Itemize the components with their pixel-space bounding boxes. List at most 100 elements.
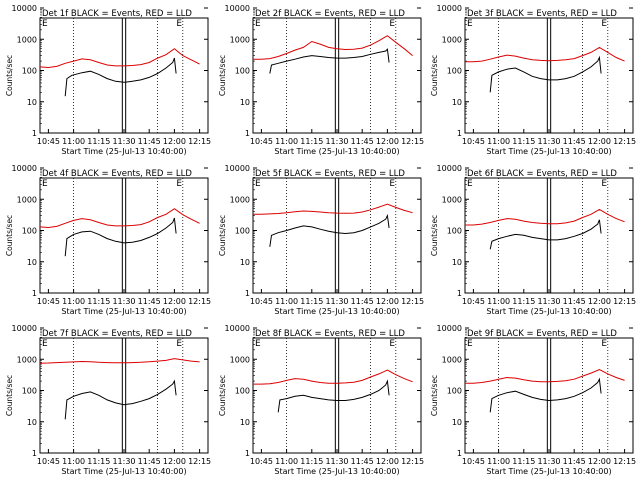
x-tick-label: 11:00 xyxy=(275,137,298,146)
x-tick-label: 12:15 xyxy=(401,297,424,306)
y-tick-label: 100 xyxy=(447,227,462,236)
y-tick-label: 100 xyxy=(235,387,250,396)
lld-series-line xyxy=(39,48,200,69)
y-axis-label: Counts/sec xyxy=(5,55,14,96)
x-tick-label: 11:45 xyxy=(138,457,161,466)
x-tick-label: 10:45 xyxy=(250,457,273,466)
x-tick-label: 11:30 xyxy=(537,137,560,146)
x-axis-label: Start Time (25-Jul-13 10:40:00) xyxy=(274,147,399,156)
y-tick-label: 10 xyxy=(240,98,250,107)
lld-series-line xyxy=(253,369,413,385)
event-marker-label: E xyxy=(176,339,182,349)
events-series-line xyxy=(277,379,390,413)
y-tick-label: 10 xyxy=(240,418,250,427)
x-tick-label: 11:45 xyxy=(563,457,586,466)
panel-title: Det 8f BLACK = Events, RED = LLD xyxy=(255,329,405,339)
lld-series-line xyxy=(39,358,200,364)
events-series-line xyxy=(64,379,177,420)
x-tick-label: 12:15 xyxy=(188,297,211,306)
x-tick-label: 11:15 xyxy=(300,457,323,466)
events-series-line xyxy=(489,377,602,413)
y-tick-label: 100 xyxy=(22,67,37,76)
x-tick-label: 12:00 xyxy=(376,457,399,466)
y-tick-label: 1000 xyxy=(442,195,462,204)
y-tick-label: 1 xyxy=(32,289,37,298)
x-tick-label: 11:15 xyxy=(87,297,110,306)
x-axis-label: Start Time (25-Jul-13 10:40:00) xyxy=(486,467,611,476)
y-axis-label: Counts/sec xyxy=(5,375,14,416)
x-tick-label: 11:00 xyxy=(487,137,510,146)
event-marker-label: E xyxy=(42,179,48,189)
event-marker-label: E xyxy=(389,19,395,29)
x-tick-label: 10:45 xyxy=(250,137,273,146)
event-marker-label: E xyxy=(601,19,607,29)
x-tick-label: 11:45 xyxy=(563,137,586,146)
y-tick-label: 1000 xyxy=(230,195,250,204)
x-tick-label: 12:15 xyxy=(613,137,636,146)
events-series-line xyxy=(64,57,177,97)
event-marker-label: E xyxy=(42,339,48,349)
x-tick-label: 10:45 xyxy=(462,457,485,466)
x-tick-label: 12:00 xyxy=(376,137,399,146)
x-axis-label: Start Time (25-Jul-13 10:40:00) xyxy=(486,307,611,316)
x-tick-label: 10:45 xyxy=(37,457,60,466)
x-tick-label: 11:30 xyxy=(112,457,135,466)
y-tick-label: 1 xyxy=(245,449,250,458)
x-axis-label: Start Time (25-Jul-13 10:40:00) xyxy=(61,147,186,156)
panel-title: Det 4f BLACK = Events, RED = LLD xyxy=(42,169,192,179)
event-marker-label: E xyxy=(255,339,261,349)
y-tick-label: 1000 xyxy=(230,35,250,44)
x-tick-label: 12:15 xyxy=(613,297,636,306)
lld-series-line xyxy=(253,35,413,60)
y-tick-label: 10 xyxy=(452,258,462,267)
event-marker-label: E xyxy=(601,339,607,349)
panel-title: Det 3f BLACK = Events, RED = LLD xyxy=(467,9,617,19)
x-tick-label: 11:00 xyxy=(487,457,510,466)
y-tick-label: 100 xyxy=(235,227,250,236)
x-tick-label: 11:45 xyxy=(351,297,374,306)
x-tick-label: 11:00 xyxy=(487,297,510,306)
event-marker-label: E xyxy=(467,179,473,189)
y-tick-label: 1 xyxy=(457,289,462,298)
x-tick-label: 10:45 xyxy=(37,297,60,306)
events-series-line xyxy=(489,219,602,250)
events-series-line xyxy=(269,48,390,74)
y-tick-label: 10000 xyxy=(437,4,462,13)
y-tick-label: 10000 xyxy=(225,164,250,173)
y-axis-label: Counts/sec xyxy=(430,215,439,256)
x-tick-label: 11:45 xyxy=(138,297,161,306)
y-tick-label: 10000 xyxy=(225,4,250,13)
x-tick-label: 12:15 xyxy=(401,137,424,146)
event-marker-label: E xyxy=(42,19,48,29)
x-tick-label: 11:00 xyxy=(275,457,298,466)
y-tick-label: 10000 xyxy=(437,324,462,333)
x-tick-label: 11:30 xyxy=(537,297,560,306)
y-tick-label: 10000 xyxy=(437,164,462,173)
y-tick-label: 10000 xyxy=(225,324,250,333)
events-series-line xyxy=(489,55,602,93)
x-tick-label: 11:30 xyxy=(325,297,348,306)
y-tick-label: 10 xyxy=(452,98,462,107)
y-tick-label: 10 xyxy=(27,98,37,107)
y-tick-label: 1 xyxy=(457,129,462,138)
y-axis-label: Counts/sec xyxy=(5,215,14,256)
y-tick-label: 10 xyxy=(27,418,37,427)
y-axis-label: Counts/sec xyxy=(430,375,439,416)
x-tick-label: 11:15 xyxy=(300,137,323,146)
y-tick-label: 10000 xyxy=(12,4,37,13)
panel-title: Det 2f BLACK = Events, RED = LLD xyxy=(255,9,405,19)
panel-title: Det 9f BLACK = Events, RED = LLD xyxy=(467,329,617,339)
x-tick-label: 11:15 xyxy=(87,137,110,146)
event-marker-label: E xyxy=(389,179,395,189)
x-tick-label: 11:45 xyxy=(138,137,161,146)
y-tick-label: 1000 xyxy=(442,355,462,364)
events-series-line xyxy=(64,217,177,257)
y-tick-label: 100 xyxy=(22,227,37,236)
x-tick-label: 12:00 xyxy=(376,297,399,306)
event-marker-label: E xyxy=(467,339,473,349)
